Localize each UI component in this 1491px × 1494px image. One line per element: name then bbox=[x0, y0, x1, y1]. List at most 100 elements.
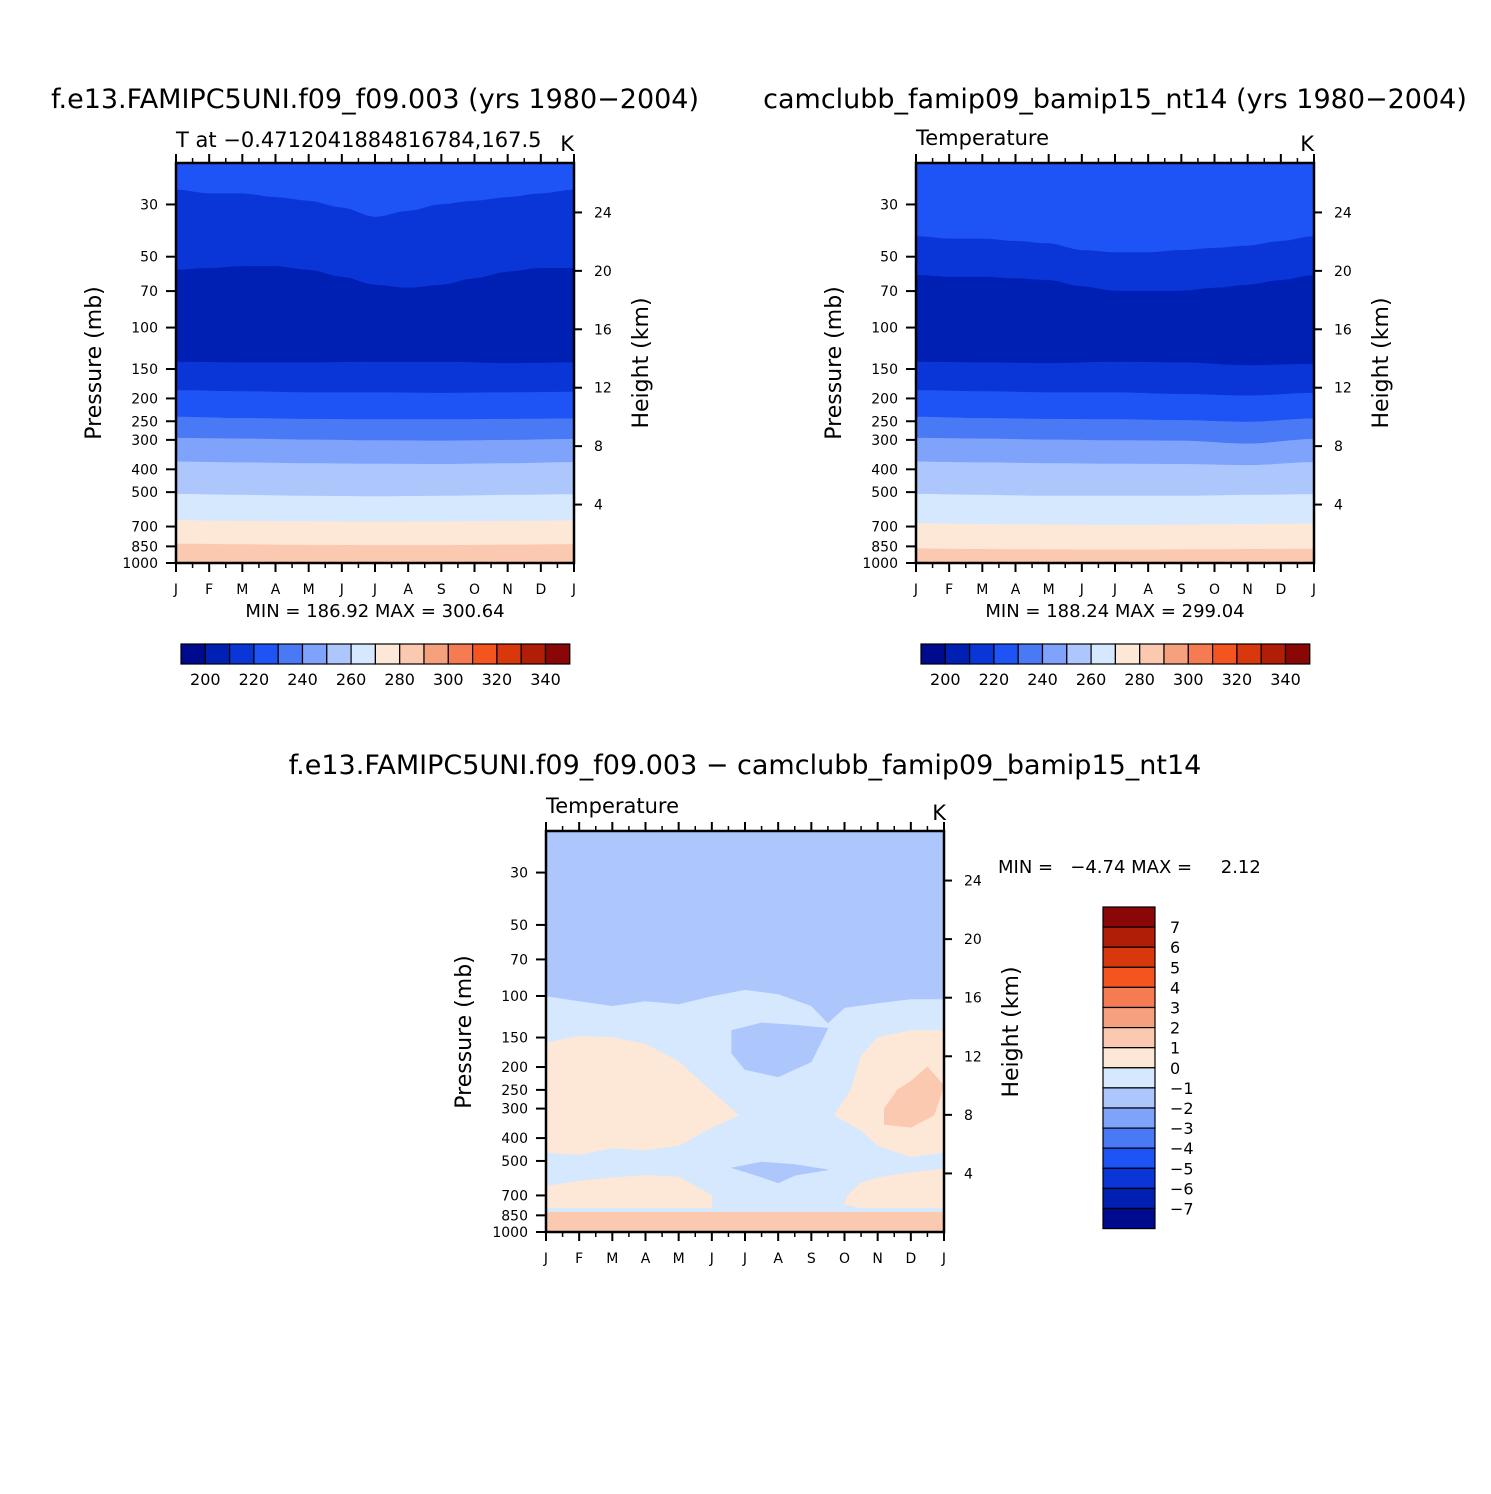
diff-region-6 bbox=[545, 1035, 739, 1155]
diff-xtick-label: A bbox=[773, 1251, 783, 1267]
panel-a-band-7 bbox=[175, 461, 575, 497]
panel-a-colorbar-label: 220 bbox=[239, 670, 270, 689]
panel-b-ytick-right-label: 20 bbox=[1334, 264, 1352, 280]
diff-ytick-label: 150 bbox=[501, 1031, 528, 1047]
diff-colorbar-label: 3 bbox=[1170, 999, 1180, 1018]
diff-title: f.e13.FAMIPC5UNI.f09_f09.003 − camclubb_… bbox=[289, 750, 1202, 781]
panel-b-colorbar-label: 260 bbox=[1076, 670, 1107, 689]
diff-ytick-label: 1000 bbox=[492, 1225, 528, 1241]
diff-ticks: J F M A M J J A S O N D J 30 50 70 100 150 200 250 300 400 500… bbox=[492, 822, 982, 1267]
panel-b-colorbar: 200 220 240 260 280 300 320 340 bbox=[920, 643, 1311, 689]
diff-colorbar-cell bbox=[1102, 1087, 1156, 1109]
panel-a-ytick-label: 300 bbox=[131, 433, 158, 449]
diff-colorbar-label: 1 bbox=[1170, 1039, 1180, 1058]
diff-minmax: MIN = −4.74 MAX = 2.12 bbox=[998, 857, 1261, 878]
panel-b-band-3 bbox=[915, 361, 1315, 397]
diff-colorbar-label: −7 bbox=[1170, 1200, 1194, 1219]
panel-b-colorbar-cell bbox=[1041, 643, 1068, 665]
panel-a-colorbar-cell bbox=[204, 643, 231, 665]
panel-a-contours bbox=[175, 162, 575, 564]
panel-a-colorbar-label: 280 bbox=[384, 670, 415, 689]
panel-a-colorbar-cell bbox=[253, 643, 279, 665]
panel-a-xtick-label: J bbox=[372, 582, 377, 598]
panel-b-ytick-label: 850 bbox=[871, 539, 898, 555]
diff-colorbar-label: −1 bbox=[1170, 1079, 1194, 1098]
panel-b-subtitle: Temperature bbox=[915, 126, 1049, 150]
diff-colorbar-cell bbox=[1102, 1187, 1156, 1210]
diff-xtick-label: S bbox=[807, 1251, 816, 1267]
panel-b-colorbar-label: 280 bbox=[1124, 670, 1155, 689]
diff-ytick-label: 500 bbox=[501, 1154, 528, 1170]
diff-ytick-label: 400 bbox=[501, 1131, 528, 1147]
panel-a-xtick-label: M bbox=[303, 582, 315, 598]
panel-b-ytick-right-label: 16 bbox=[1334, 322, 1352, 338]
panel-a-band-6 bbox=[175, 437, 575, 465]
diff-ytick-label: 70 bbox=[510, 952, 528, 968]
panel-b-ytick-label: 200 bbox=[871, 391, 898, 407]
panel-b-xtick-label: A bbox=[1011, 582, 1021, 598]
panel-b-colorbar-label: 200 bbox=[930, 670, 961, 689]
panel-b-colorbar-label: 240 bbox=[1027, 670, 1058, 689]
panel-b-ytick-label: 250 bbox=[871, 414, 898, 430]
panel-a-colorbar-cell bbox=[472, 643, 498, 665]
panel-b-xtick-label: N bbox=[1242, 582, 1252, 598]
panel-a-band-9 bbox=[175, 520, 575, 546]
diff-ytick-label: 700 bbox=[501, 1188, 528, 1204]
panel-a-ytick-label: 250 bbox=[131, 414, 158, 430]
panel-b-xtick-label: M bbox=[1043, 582, 1055, 598]
panel-b-ytick-label: 300 bbox=[871, 433, 898, 449]
panel-a-title: f.e13.FAMIPC5UNI.f09_f09.003 (yrs 1980−2… bbox=[51, 84, 699, 115]
panel-b-colorbar-cell bbox=[1236, 643, 1262, 665]
diff-xtick-label: J bbox=[543, 1251, 548, 1267]
panel-b-colorbar-cell bbox=[1187, 643, 1214, 665]
diff-ytick-label: 100 bbox=[501, 989, 528, 1005]
panel-b-minmax: MIN = 188.24 MAX = 299.04 bbox=[985, 601, 1244, 622]
panel-b: Temperature K J F M A M J J A S O N D J 30 50 70 100 150 2… bbox=[822, 126, 1394, 689]
panel-a-xtick-label: J bbox=[339, 582, 344, 598]
diff-units: K bbox=[932, 801, 947, 825]
diff-colorbar-cell bbox=[1102, 1047, 1156, 1069]
panel-a-ytick-label: 70 bbox=[140, 284, 158, 300]
panel-a-ytick-label: 1000 bbox=[122, 556, 158, 572]
panel-b-band-7 bbox=[915, 461, 1315, 497]
panel-a-colorbar-cell bbox=[544, 643, 571, 665]
panel-b-ytick-right-label: 8 bbox=[1334, 439, 1343, 455]
diff-xtick-label: A bbox=[641, 1251, 651, 1267]
diff-xtick-label: J bbox=[742, 1251, 747, 1267]
diff-region-13 bbox=[545, 1212, 945, 1233]
panel-a-xtick-label: A bbox=[271, 582, 281, 598]
panel-b-colorbar-cell bbox=[968, 643, 995, 665]
panel-b-band-10 bbox=[915, 548, 1315, 564]
panel-a-ytick-label: 150 bbox=[131, 362, 158, 378]
diff-xtick-label: J bbox=[709, 1251, 714, 1267]
diff-xtick-label: J bbox=[941, 1251, 946, 1267]
diff-region-8 bbox=[883, 1066, 945, 1128]
diff-colorbar-cell bbox=[1102, 1026, 1156, 1049]
panel-b-colorbar-cell bbox=[1163, 643, 1189, 665]
panel-b-units: K bbox=[1300, 132, 1315, 156]
diff-ytick-right-label: 12 bbox=[964, 1049, 982, 1065]
diff-colorbar-cell bbox=[1102, 1107, 1156, 1129]
diff-colorbar-cell bbox=[1102, 926, 1156, 948]
diff-ytick-right-label: 24 bbox=[964, 874, 982, 890]
panel-a-colorbar-label: 240 bbox=[287, 670, 318, 689]
panel-a-xtick-label: D bbox=[535, 582, 546, 598]
panel-b-ytick-label: 400 bbox=[871, 462, 898, 478]
panel-b-ytick-label: 70 bbox=[880, 284, 898, 300]
panel-b-band-8 bbox=[915, 493, 1315, 526]
panel-a-colorbar-cell bbox=[277, 643, 304, 665]
diff-colorbar-cell bbox=[1102, 1067, 1156, 1089]
diff-colorbar-cell bbox=[1102, 946, 1156, 968]
panel-b-xtick-label: S bbox=[1177, 582, 1186, 598]
panel-a-colorbar-cell bbox=[350, 643, 377, 665]
diff-colorbar-label: 6 bbox=[1170, 938, 1180, 957]
panel-a-ytick-right-label: 4 bbox=[594, 498, 603, 514]
diff-colorbar-label: −5 bbox=[1170, 1159, 1194, 1178]
panel-a-ytick-label: 500 bbox=[131, 485, 158, 501]
panel-a-colorbar-label: 340 bbox=[530, 670, 561, 689]
panel-b-colorbar-label: 220 bbox=[979, 670, 1010, 689]
panel-b-xtick-label: J bbox=[1079, 582, 1084, 598]
diff-region-5 bbox=[545, 830, 945, 1024]
diff-ytick-label: 50 bbox=[510, 918, 528, 934]
